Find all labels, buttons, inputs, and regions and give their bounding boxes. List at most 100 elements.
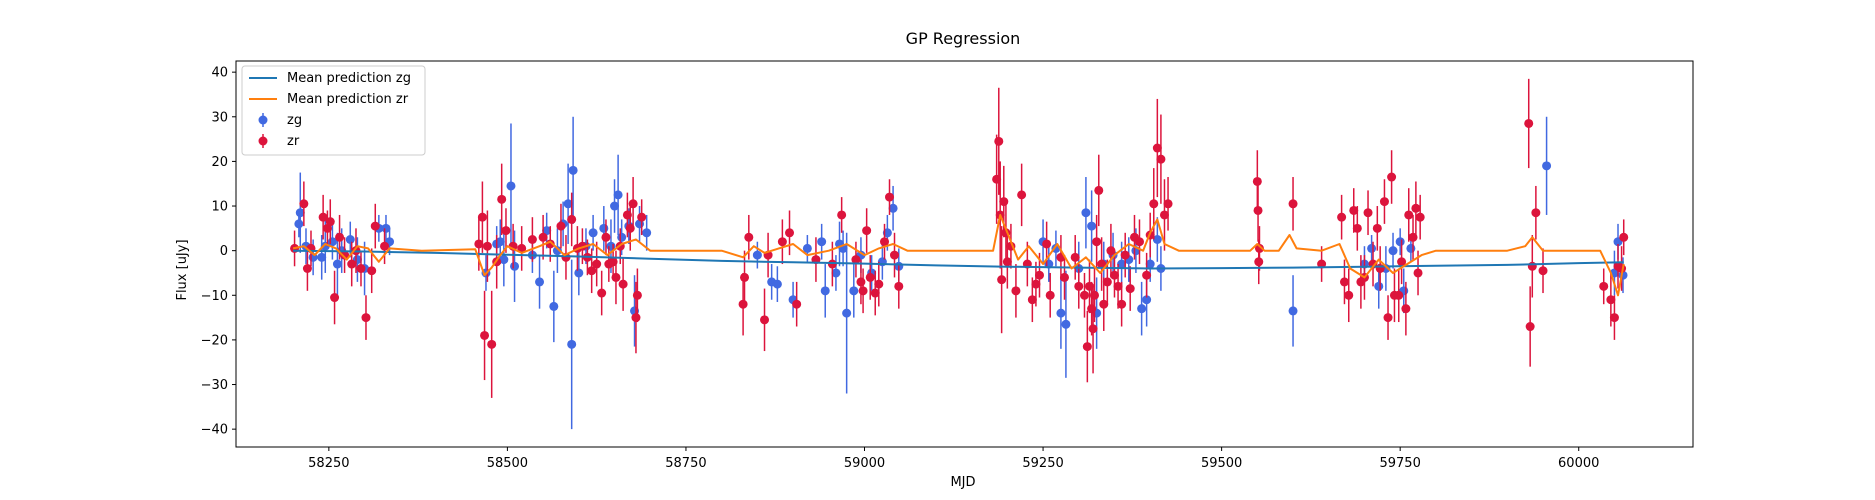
point-zr — [1415, 212, 1425, 222]
point-zg — [849, 286, 859, 296]
point-zg — [506, 181, 516, 191]
point-zr — [740, 272, 750, 282]
point-zr — [1074, 281, 1084, 291]
point-zg — [1087, 221, 1097, 231]
point-zr — [1538, 266, 1548, 276]
point-zr — [744, 232, 754, 242]
legend-box — [241, 65, 426, 156]
point-zr — [299, 199, 309, 209]
point-zg — [642, 228, 652, 238]
point-zg — [574, 268, 584, 278]
point-zr — [497, 194, 507, 204]
point-zr — [1383, 313, 1393, 323]
point-zr — [1288, 199, 1298, 209]
point-zr — [335, 232, 345, 242]
point-zg — [495, 237, 505, 247]
legend: Mean prediction zg Mean prediction zr zg… — [241, 65, 426, 156]
x-tick-label: 59500 — [1201, 456, 1242, 471]
point-zr — [785, 228, 795, 238]
point-zr — [894, 281, 904, 291]
point-zr — [487, 339, 497, 349]
point-zr — [994, 136, 1004, 146]
point-zr — [1337, 212, 1347, 222]
point-zr — [1524, 118, 1534, 128]
point-zg — [588, 228, 598, 238]
x-tick-label: 59250 — [1022, 456, 1063, 471]
point-zr — [1031, 279, 1041, 289]
point-zr — [1011, 286, 1021, 296]
point-zr — [318, 212, 328, 222]
y-tick-label: 20 — [211, 155, 228, 170]
point-zg — [1061, 319, 1071, 329]
legend-label-zr-points: zr — [287, 134, 300, 149]
point-zr — [517, 243, 527, 253]
point-zr — [325, 217, 335, 227]
point-zg — [842, 308, 852, 318]
point-zr — [1045, 290, 1055, 300]
point-zr — [1394, 290, 1404, 300]
point-zr — [1117, 299, 1127, 309]
x-tick-label: 59750 — [1379, 456, 1420, 471]
point-zg — [1288, 306, 1298, 316]
point-zg — [1137, 304, 1147, 314]
point-zr — [1027, 295, 1037, 305]
point-zr — [480, 330, 490, 340]
point-zr — [1094, 185, 1104, 195]
point-zr — [1102, 277, 1112, 287]
point-zr — [1034, 270, 1044, 280]
point-zr — [1059, 272, 1069, 282]
point-zr — [501, 226, 511, 236]
y-tick-label: −40 — [201, 423, 228, 438]
point-zr — [356, 264, 366, 274]
point-zg — [1081, 208, 1091, 218]
point-zr — [1152, 143, 1162, 153]
point-zr — [1017, 190, 1027, 200]
point-zr — [837, 210, 847, 220]
point-zg — [332, 259, 342, 269]
point-zr — [1387, 172, 1397, 182]
point-zr — [1372, 223, 1382, 233]
point-zg — [831, 268, 841, 278]
point-zg — [610, 201, 620, 211]
point-zg — [1406, 243, 1416, 253]
point-zr — [477, 212, 487, 222]
point-zg — [510, 261, 520, 271]
point-zr — [1163, 199, 1173, 209]
point-zg — [563, 199, 573, 209]
point-zr — [760, 315, 770, 325]
point-zr — [1113, 281, 1123, 291]
point-zg — [888, 203, 898, 213]
x-tick-label: 60000 — [1558, 456, 1599, 471]
point-zr — [527, 234, 537, 244]
point-zr — [1149, 199, 1159, 209]
point-zr — [880, 237, 890, 247]
y-tick-label: 10 — [211, 200, 228, 215]
point-zr — [618, 279, 628, 289]
point-zr — [1619, 232, 1629, 242]
y-tick-label: −20 — [201, 333, 228, 348]
point-zr — [1125, 284, 1135, 294]
point-zr — [1079, 290, 1089, 300]
point-zg — [1388, 246, 1398, 256]
point-zr — [1527, 261, 1537, 271]
x-tick-label: 59000 — [844, 456, 885, 471]
point-zg — [317, 252, 327, 262]
point-zr — [862, 226, 872, 236]
mean-prediction-zg-line — [293, 249, 1624, 270]
point-zr — [1413, 268, 1423, 278]
point-zr — [370, 221, 380, 231]
point-zr — [870, 288, 880, 298]
plot-area — [290, 78, 1629, 430]
point-zr — [1156, 154, 1166, 164]
point-zr — [827, 259, 837, 269]
point-zr — [1379, 197, 1389, 207]
point-zg — [549, 301, 559, 311]
point-zr — [1599, 281, 1609, 291]
point-zr — [1002, 257, 1012, 267]
y-tick-label: 40 — [211, 66, 228, 81]
legend-swatch-zr-marker — [258, 136, 268, 146]
point-zg — [1542, 161, 1552, 171]
y-tick-label: 30 — [211, 110, 228, 125]
point-zg — [1367, 243, 1377, 253]
point-zg — [817, 237, 827, 247]
